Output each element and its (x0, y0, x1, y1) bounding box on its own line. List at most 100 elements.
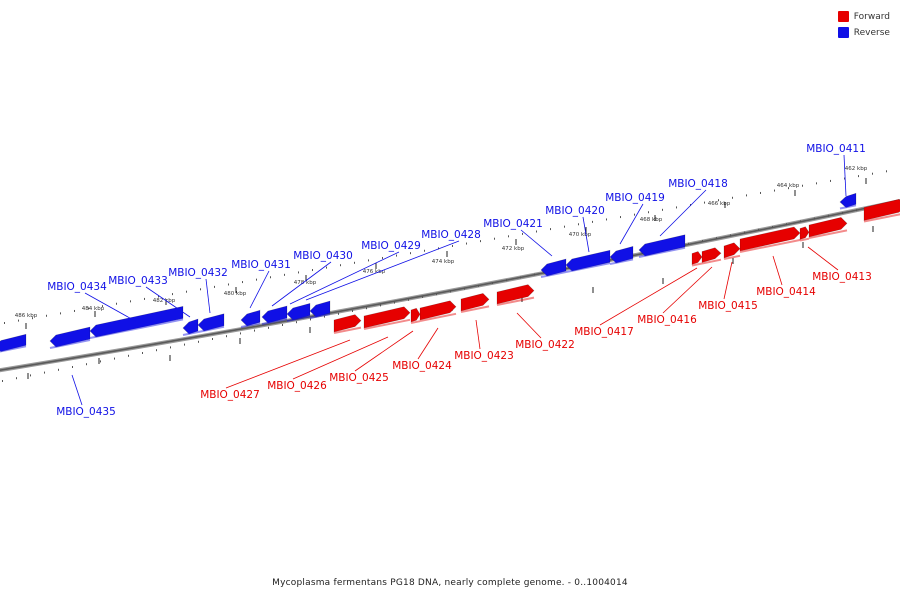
minor-tick (858, 175, 859, 178)
gene-bar-MBIO_0415 (723, 242, 741, 259)
minor-tick (382, 256, 383, 259)
gene-label-MBIO_0421: MBIO_0421 (483, 218, 543, 230)
gene-bar-MBIO_0430 (286, 303, 311, 321)
minor-tick-inner (436, 293, 437, 296)
minor-tick-inner (520, 276, 521, 279)
tick-label: 486 kbp (15, 313, 38, 319)
tick-label: 482 kbp (153, 298, 176, 304)
gene-bar-MBIO_0421-shade (540, 271, 567, 278)
leader-line-MBIO_0420 (582, 216, 590, 253)
minor-tick (746, 194, 747, 197)
tick-label: 478 kbp (294, 280, 317, 286)
gene-label-MBIO_0413: MBIO_0413 (812, 271, 872, 283)
minor-tick (536, 230, 537, 233)
minor-tick-inner (72, 366, 73, 368)
minor-tick-inner (282, 324, 283, 326)
gene-bar-MBIO_0415-shade (723, 254, 741, 260)
gene-bar-MBIO_0416-shade (701, 258, 722, 265)
minor-tick (466, 242, 467, 245)
minor-tick-inner (198, 340, 199, 343)
gene-label-MBIO_0431: MBIO_0431 (231, 259, 291, 271)
minor-tick-inner (268, 326, 269, 329)
gene-bar-MBIO_0434-shade (49, 339, 91, 349)
leader-line-MBIO_0435 (71, 374, 83, 406)
minor-tick (228, 283, 229, 286)
gene-bar-MBIO_0425 (410, 307, 421, 323)
minor-tick-inner (156, 349, 157, 352)
minor-tick (676, 206, 677, 209)
gene-bar-MBIO_0433-shade (89, 318, 184, 339)
reverse-swatch (837, 27, 849, 38)
gene-bar-MBIO_0422-shade (496, 296, 535, 306)
gene-bar-MBIO_0431-shade (240, 322, 261, 328)
leader-line-MBIO_0422 (516, 312, 542, 339)
gene-label-MBIO_0422: MBIO_0422 (515, 339, 575, 351)
leader-line-MBIO_0432 (205, 278, 211, 314)
gene-label-MBIO_0417: MBIO_0417 (574, 326, 634, 338)
minor-tick (872, 172, 873, 175)
gene-label-MBIO_0430: MBIO_0430 (293, 250, 353, 262)
minor-tick-inner (450, 290, 451, 293)
gene-bar-MBIO_0419 (609, 246, 634, 264)
minor-tick-inner (478, 284, 479, 287)
leader-line-MBIO_0430 (271, 261, 332, 307)
minor-tick (158, 295, 159, 298)
minor-tick (760, 191, 761, 194)
gene-bar-MBIO_0430a (261, 305, 288, 324)
minor-tick (186, 290, 187, 293)
minor-tick (102, 305, 103, 308)
minor-tick-inner (352, 310, 353, 312)
minor-tick (326, 266, 327, 269)
minor-tick-inner (254, 329, 255, 332)
gene-bar-MBIO_0422 (496, 284, 535, 305)
minor-tick (256, 278, 257, 281)
minor-tick (886, 170, 887, 173)
gene-bar-MBIO_0416 (701, 247, 722, 263)
leader-line-MBIO_0429 (289, 251, 400, 305)
gene-bar-MBIO_0420 (565, 249, 611, 272)
gene-bar-MBIO_0427-shade (333, 326, 362, 334)
minor-tick-inner (366, 307, 367, 310)
gene-label-MBIO_0426: MBIO_0426 (267, 380, 327, 392)
leader-line-MBIO_0434 (84, 292, 138, 323)
minor-tick (606, 218, 607, 221)
minor-tick (788, 187, 789, 190)
minor-tick-inner (422, 296, 423, 298)
minor-tick-inner (814, 217, 815, 220)
legend-label-reverse: Reverse (853, 27, 890, 38)
minor-tick (200, 288, 201, 291)
gene-bar-MBIO_0430a-shade (261, 318, 288, 325)
minor-tick (550, 228, 551, 231)
tick-label: 472 kbp (502, 246, 525, 252)
leader-line-MBIO_0426 (292, 336, 389, 380)
tick-label: 474 kbp (432, 259, 455, 265)
minor-tick-inner (114, 357, 115, 360)
leader-line-MBIO_0416 (662, 266, 713, 314)
minor-tick-inner (30, 374, 31, 377)
minor-tick-inner (506, 279, 507, 282)
leader-line-MBIO_0417 (599, 267, 698, 326)
minor-tick (354, 261, 355, 264)
minor-tick (32, 317, 33, 320)
gene-bar-edge-shade (863, 213, 900, 223)
tick-label: 484 kbp (82, 306, 105, 312)
minor-tick-inner (226, 335, 227, 338)
legend-label-forward: Forward (853, 11, 890, 22)
minor-tick (368, 259, 369, 262)
leader-line-MBIO_0424 (417, 327, 439, 360)
minor-tick (438, 247, 439, 250)
minor-tick (88, 307, 89, 310)
gene-label-MBIO_0429: MBIO_0429 (361, 240, 421, 252)
minor-tick (46, 314, 47, 317)
minor-tick (74, 309, 75, 312)
gene-bar-MBIO_0414 (739, 226, 801, 252)
gene-bar-MBIO_0423 (460, 293, 490, 312)
leader-line-MBIO_0428 (305, 240, 460, 301)
minor-tick-inner (100, 360, 101, 363)
gene-label-MBIO_0428: MBIO_0428 (421, 229, 481, 241)
minor-tick (522, 232, 523, 235)
minor-tick-inner (310, 318, 311, 321)
minor-tick (312, 269, 313, 272)
gene-bar-MBIO_0411 (839, 192, 857, 208)
legend-item-forward: Forward (837, 9, 890, 24)
